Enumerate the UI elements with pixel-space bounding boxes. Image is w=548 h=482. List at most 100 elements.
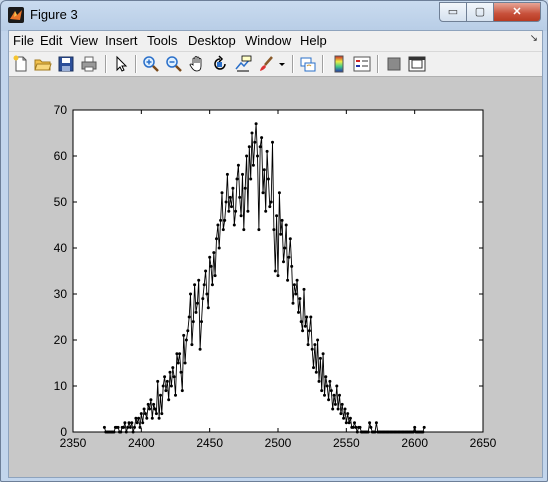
data-point [130, 421, 134, 425]
data-point [160, 412, 164, 416]
data-point [254, 122, 258, 126]
data-point [348, 416, 352, 420]
hide-plot-tools-icon[interactable] [385, 55, 403, 73]
figure-canvas: 2350 2400 2450 2500 2550 2600 2650 0 10 20 30 40 50 6… [9, 77, 542, 477]
edit-plot-arrow-icon[interactable] [112, 55, 130, 73]
data-point [143, 412, 147, 416]
data-point [287, 255, 291, 259]
data-point [306, 343, 310, 347]
title-bar[interactable]: Figure 3 ▭ ▢ ✕ [1, 1, 547, 30]
data-point [313, 343, 317, 347]
data-point [309, 315, 313, 319]
data-point [208, 255, 212, 259]
link-plot-icon[interactable] [299, 55, 317, 73]
zoom-in-icon[interactable] [142, 55, 160, 73]
data-point [124, 430, 128, 434]
data-point [269, 200, 273, 204]
data-point [261, 191, 265, 195]
y-tick-label: 20 [54, 333, 68, 347]
data-point [301, 329, 305, 333]
new-figure-icon[interactable] [12, 55, 30, 73]
menu-bar: File Edit View Insert Tools Desktop Wind… [9, 31, 542, 52]
save-icon[interactable] [57, 55, 75, 73]
data-point [305, 315, 309, 319]
data-point [338, 393, 341, 397]
data-point [325, 384, 329, 388]
data-point [336, 407, 340, 411]
data-point [179, 370, 183, 374]
data-point [307, 329, 311, 333]
data-point [232, 223, 236, 227]
legend-icon[interactable] [353, 55, 371, 73]
menu-file[interactable]: File [13, 33, 34, 48]
data-point [291, 301, 295, 305]
close-button[interactable]: ✕ [493, 2, 541, 22]
menu-desktop[interactable]: Desktop [188, 33, 236, 48]
x-tick-label: 2450 [196, 436, 223, 450]
y-tick-label: 10 [54, 379, 68, 393]
x-tick-label: 2600 [401, 436, 428, 450]
toolbar-separator [377, 55, 379, 73]
menu-insert[interactable]: Insert [105, 33, 138, 48]
data-point [276, 274, 280, 278]
brush-dropdown-icon[interactable] [277, 55, 287, 73]
menu-window[interactable]: Window [245, 33, 292, 48]
data-point [327, 398, 331, 402]
data-point [286, 278, 290, 282]
rotate-3d-icon[interactable] [211, 55, 229, 73]
data-point [368, 421, 372, 425]
menu-overflow-icon[interactable]: ↘ [529, 33, 538, 44]
minimize-button[interactable]: ▭ [439, 2, 467, 22]
data-point [210, 283, 214, 287]
menu-help[interactable]: Help [300, 33, 327, 48]
x-tick-label: 2500 [265, 436, 292, 450]
show-plot-tools-icon[interactable] [408, 55, 426, 73]
menu-view[interactable]: View [70, 33, 98, 48]
pan-hand-icon[interactable] [188, 55, 206, 73]
data-point [183, 361, 187, 365]
print-icon[interactable] [80, 55, 98, 73]
data-point [180, 389, 184, 393]
data-point [137, 416, 141, 420]
y-tick-label: 50 [54, 195, 68, 209]
zoom-out-icon[interactable] [165, 55, 183, 73]
data-point [335, 384, 339, 388]
data-point [284, 223, 288, 227]
data-point [292, 283, 296, 287]
data-point [167, 398, 171, 402]
menu-edit[interactable]: Edit [40, 33, 63, 48]
data-point [318, 356, 322, 360]
data-point [374, 421, 378, 425]
data-point [421, 430, 425, 434]
data-point [271, 140, 274, 144]
data-point [135, 421, 139, 425]
data-point [146, 402, 150, 406]
y-tick-label: 70 [54, 103, 68, 117]
data-point [200, 320, 203, 324]
data-point [347, 421, 351, 425]
data-point [369, 425, 373, 429]
data-cursor-icon[interactable] [234, 55, 252, 73]
brush-icon[interactable] [257, 55, 275, 73]
data-point [353, 421, 356, 425]
data-point [316, 338, 320, 342]
maximize-button[interactable]: ▢ [466, 2, 494, 22]
data-point [171, 366, 175, 370]
data-point [328, 379, 332, 383]
data-point [184, 338, 188, 342]
data-point [266, 177, 270, 181]
data-point [163, 375, 167, 379]
data-point [331, 407, 335, 411]
data-point [257, 228, 261, 232]
figure-toolbar [9, 52, 542, 77]
open-file-icon[interactable] [34, 55, 52, 73]
data-point [153, 407, 157, 411]
data-point [275, 214, 279, 218]
menu-tools[interactable]: Tools [147, 33, 178, 48]
data-point [268, 205, 272, 209]
data-point [205, 292, 209, 296]
colorbar-icon[interactable] [330, 55, 348, 73]
data-point [256, 154, 259, 158]
data-point [247, 145, 251, 149]
data-point [280, 218, 284, 222]
